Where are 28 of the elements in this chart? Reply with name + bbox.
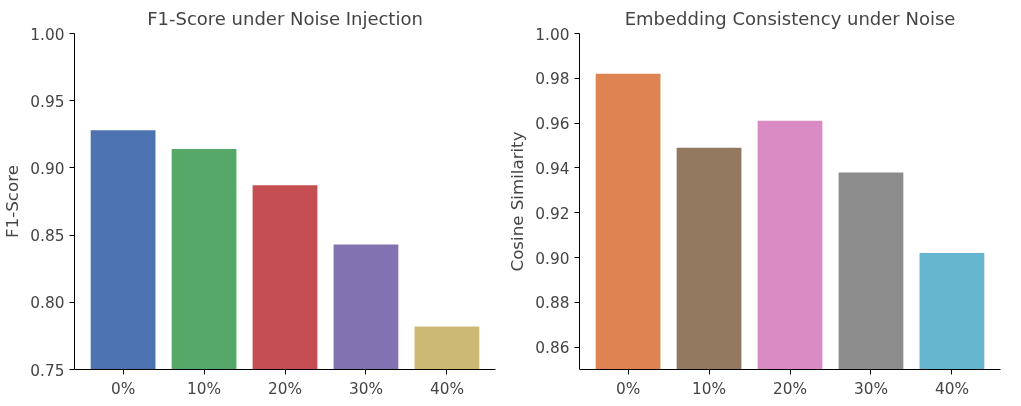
x-tick-label: 10% xyxy=(187,379,222,398)
chart-title: F1-Score under Noise Injection xyxy=(147,7,423,29)
x-tick-label: 30% xyxy=(348,379,384,398)
x-tick-label: 10% xyxy=(692,379,727,398)
y-tick-label: 0.86 xyxy=(535,339,570,358)
y-tick-label: 0.94 xyxy=(535,159,570,178)
y-tick-label: 0.88 xyxy=(535,294,570,313)
x-tick-label: 20% xyxy=(267,379,303,398)
y-tick-label: 0.75 xyxy=(30,361,65,380)
x-tick-label: 40% xyxy=(429,379,464,398)
x-tick-label: 40% xyxy=(934,379,969,398)
y-tick-label: 1.00 xyxy=(30,25,65,44)
y-axis-title: F1-Score xyxy=(3,165,23,238)
y-tick-label: 0.96 xyxy=(535,115,570,134)
y-tick-label: 0.98 xyxy=(535,70,570,89)
x-tick-label: 20% xyxy=(772,379,808,398)
x-tick-label: 30% xyxy=(853,379,889,398)
y-tick-label: 0.90 xyxy=(535,249,570,268)
y-axis-title: Cosine Similarity xyxy=(508,131,528,272)
y-tick-label: 0.90 xyxy=(30,159,65,178)
y-tick-label: 0.95 xyxy=(30,92,65,111)
y-tick-label: 0.80 xyxy=(30,294,65,313)
y-tick-label: 1.00 xyxy=(535,25,570,44)
y-tick-label: 0.85 xyxy=(30,227,65,246)
x-tick-label: 0% xyxy=(110,379,136,398)
y-tick-label: 0.92 xyxy=(535,204,570,223)
chart-title: Embedding Consistency under Noise xyxy=(624,7,956,29)
x-tick-label: 0% xyxy=(615,379,641,398)
